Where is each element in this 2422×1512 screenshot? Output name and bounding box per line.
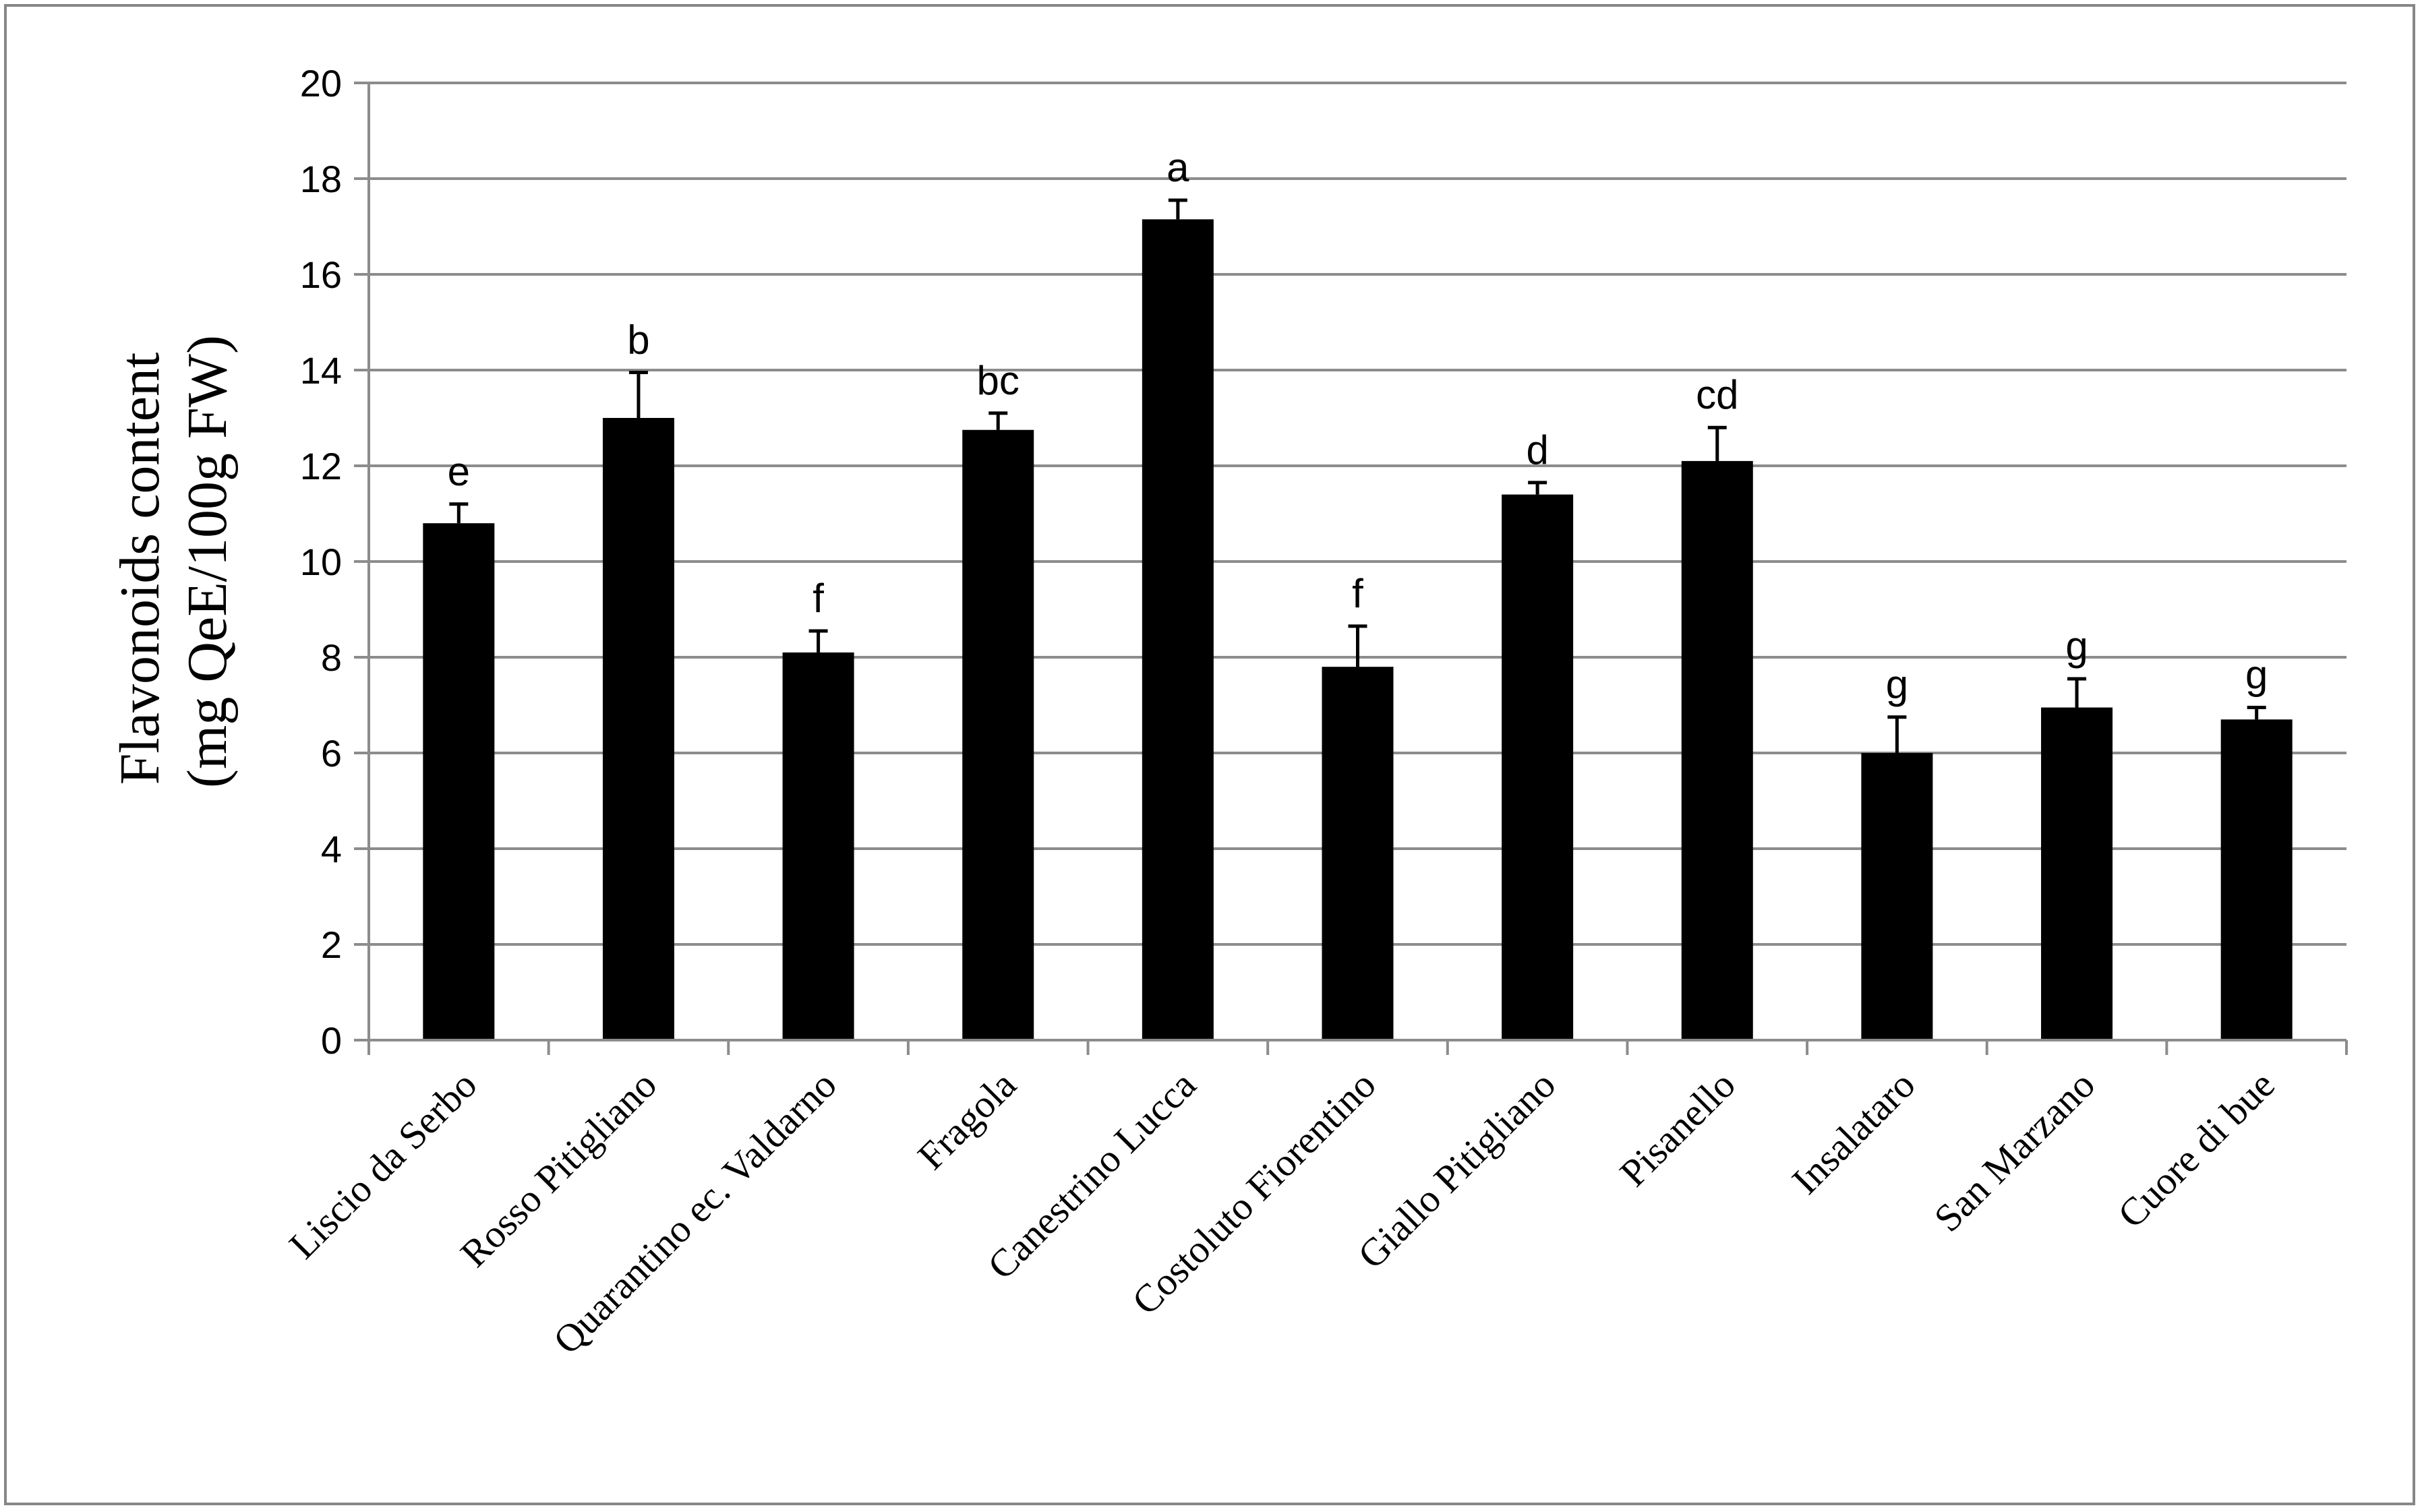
significance-letter: f — [813, 576, 824, 621]
bar — [2220, 719, 2293, 1040]
y-tick-label: 14 — [300, 349, 342, 392]
y-tick-label: 6 — [321, 732, 342, 775]
bar — [962, 429, 1034, 1040]
significance-letter: d — [1526, 427, 1548, 473]
x-category-label: Insalataro — [1783, 1062, 1924, 1203]
y-tick-label: 8 — [321, 636, 342, 679]
error-bars — [449, 198, 2266, 753]
chart-frame: 0 2 4 6 8 10 12 14 16 18 20 e Liscio da Serbo b Rosso … — [4, 4, 2415, 1505]
significance-letter: f — [1352, 571, 1363, 616]
x-category-label: San Marzano — [1926, 1062, 2103, 1240]
significance-letter: e — [448, 449, 470, 494]
bar — [423, 523, 495, 1040]
y-tick-label: 4 — [321, 828, 342, 870]
x-category-label: Cuore di bue — [2109, 1062, 2283, 1236]
y-tick-label: 10 — [300, 541, 342, 583]
y-tick-label: 0 — [321, 1019, 342, 1062]
bar — [1861, 753, 1933, 1040]
significance-letter: g — [2245, 653, 2268, 698]
significance-letter: g — [2065, 624, 2088, 669]
significance-letter: bc — [977, 358, 1020, 403]
x-category-label: Fragola — [909, 1062, 1024, 1178]
bar — [2041, 707, 2113, 1040]
y-tick-label: 12 — [300, 445, 342, 487]
bar — [1502, 494, 1574, 1040]
significance-letter: cd — [1696, 372, 1738, 417]
bar — [1681, 460, 1753, 1040]
significance-letter: g — [1886, 662, 1908, 707]
significance-letter: a — [1166, 145, 1189, 190]
y-tick-label: 20 — [300, 62, 342, 104]
y-axis-title-line-2: (mg QeE/100g FW) — [176, 335, 239, 788]
y-tick-label: 18 — [300, 158, 342, 200]
significance-letter: b — [627, 317, 649, 363]
bars — [423, 219, 2293, 1041]
bar — [602, 418, 674, 1040]
axes — [354, 82, 2348, 1055]
bar — [1322, 667, 1394, 1040]
bar — [1142, 219, 1214, 1041]
y-axis-title: Flavonoids content (mg QeE/100g FW) — [109, 335, 239, 788]
bar — [782, 652, 854, 1040]
x-category-label: Liscio da Serbo — [280, 1062, 485, 1267]
y-tick-label: 16 — [300, 253, 342, 296]
y-axis-title-line-1: Flavonoids content — [109, 353, 171, 785]
y-tick-label: 2 — [321, 924, 342, 966]
x-category-label: Pisanello — [1612, 1062, 1744, 1195]
